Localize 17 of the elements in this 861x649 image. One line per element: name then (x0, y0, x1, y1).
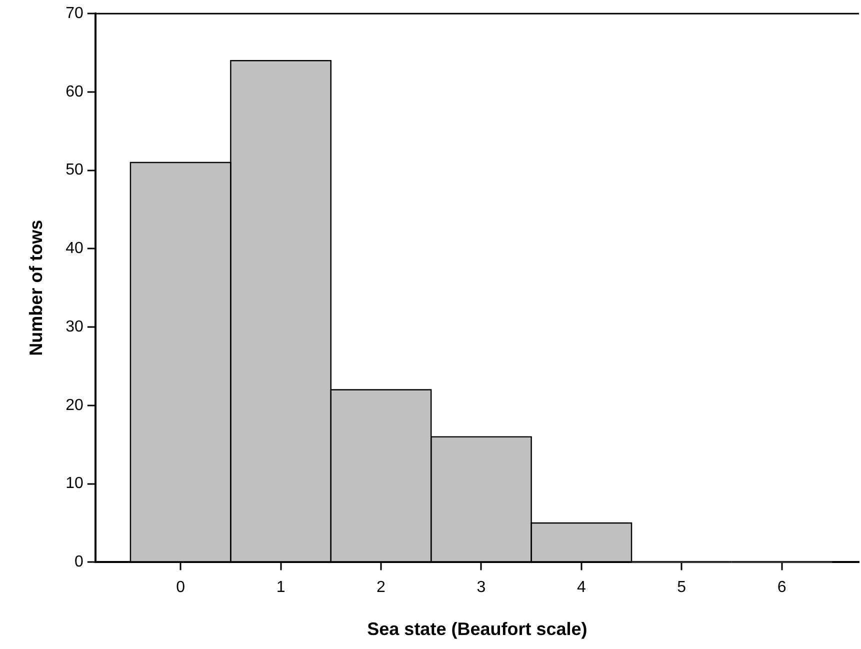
y-tick-label: 70 (66, 5, 84, 22)
y-tick-label: 0 (74, 554, 84, 571)
y-tick-label: 20 (66, 396, 84, 414)
y-tick-label: 40 (66, 240, 84, 258)
x-tick-label: 3 (476, 579, 486, 596)
x-tick-label: 0 (176, 579, 186, 596)
x-tick-label: 1 (276, 579, 286, 596)
x-tick-label: 4 (576, 579, 586, 596)
y-tick-label: 50 (66, 162, 84, 179)
x-tick-label: 6 (777, 579, 786, 596)
x-tick-label: 2 (376, 579, 386, 596)
y-tick-label: 60 (66, 83, 84, 100)
y-tick-label: 30 (66, 318, 84, 336)
y-tick-label: 10 (66, 475, 84, 492)
x-axis-title: Sea state (Beaufort scale) (367, 619, 588, 640)
y-axis-title: Number of tows (26, 220, 46, 356)
x-tick-label: 5 (677, 579, 686, 596)
